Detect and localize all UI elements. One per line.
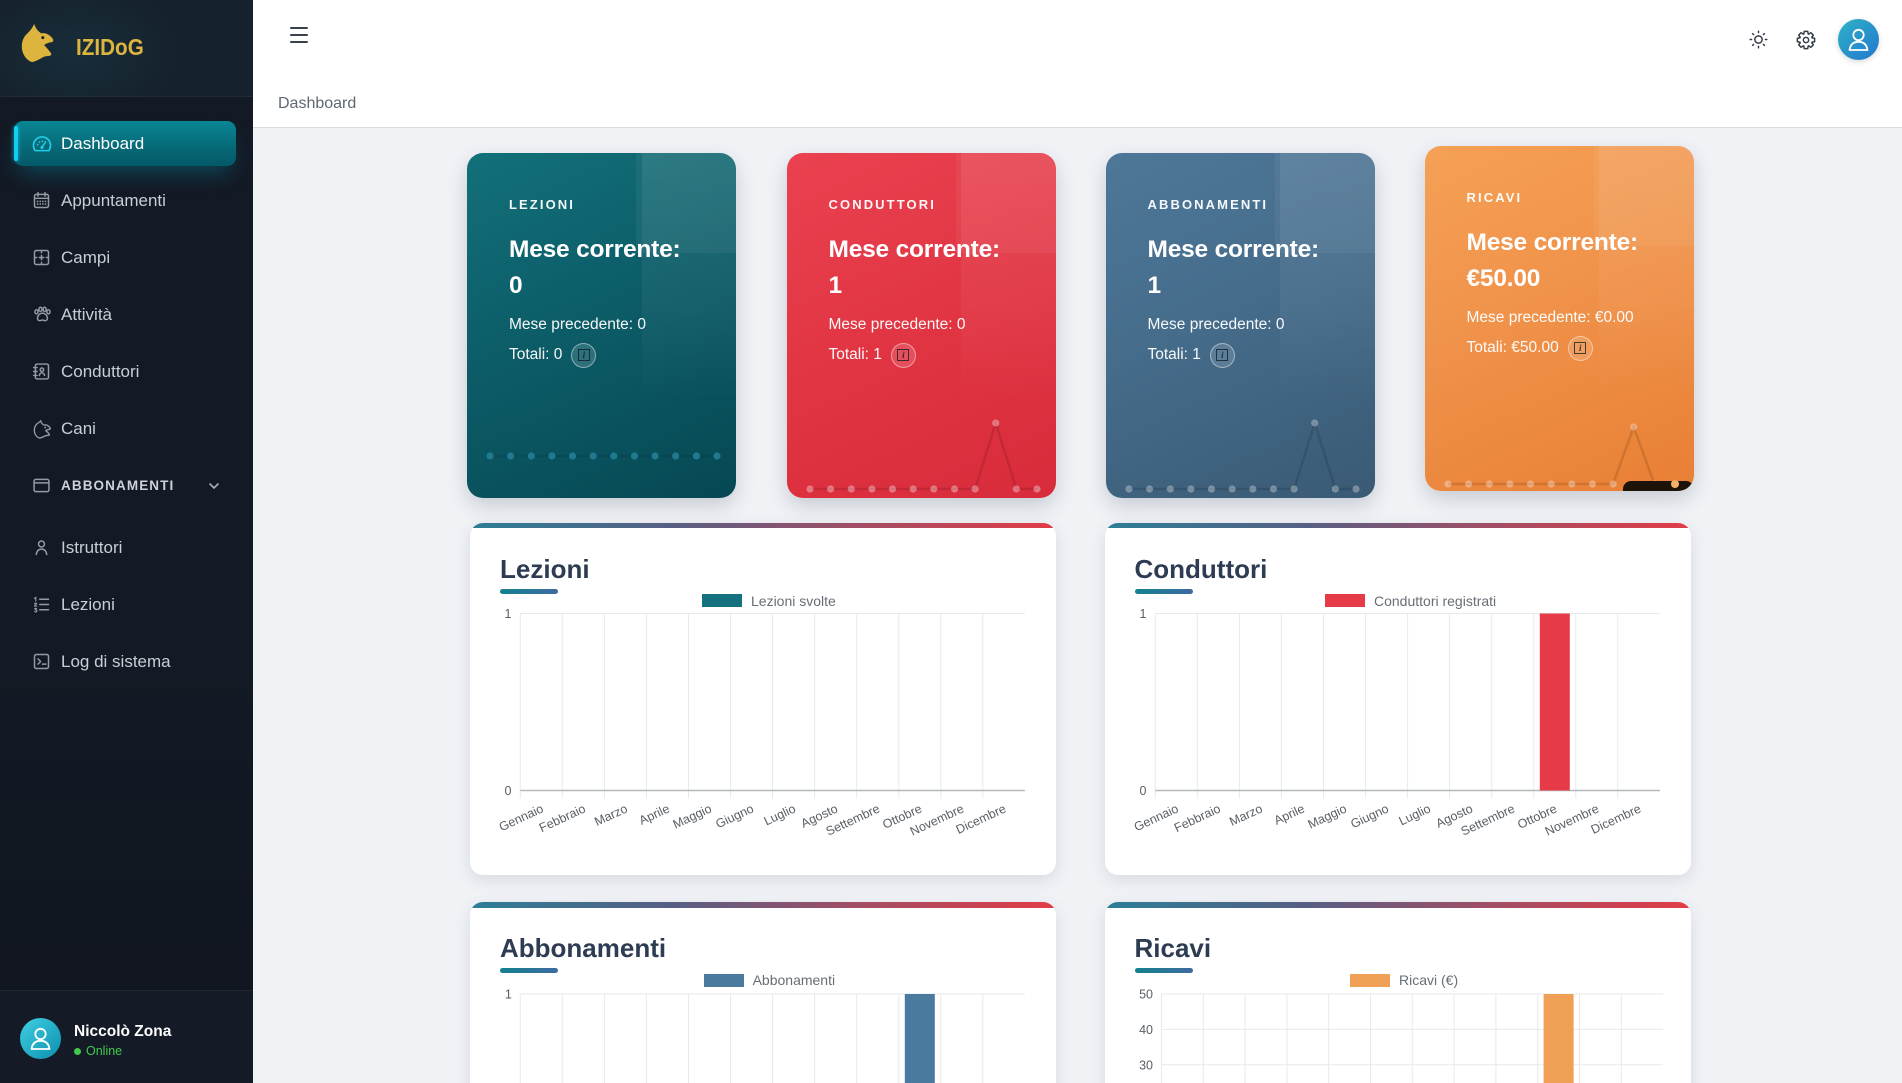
svg-text:1: 1 xyxy=(505,607,512,621)
svg-text:Marzo: Marzo xyxy=(1227,801,1264,828)
svg-text:Marzo: Marzo xyxy=(592,801,629,828)
svg-text:Maggio: Maggio xyxy=(1305,801,1348,831)
svg-text:Febbraio: Febbraio xyxy=(537,801,588,835)
svg-text:Febbraio: Febbraio xyxy=(1172,801,1223,835)
svg-text:Maggio: Maggio xyxy=(671,801,714,831)
svg-text:0: 0 xyxy=(1139,784,1146,798)
svg-text:1: 1 xyxy=(505,988,512,1002)
svg-text:Luglio: Luglio xyxy=(762,801,798,828)
svg-text:Aprile: Aprile xyxy=(637,801,672,827)
svg-text:Luglio: Luglio xyxy=(1396,801,1432,828)
svg-text:Giugno: Giugno xyxy=(713,801,755,831)
svg-text:40: 40 xyxy=(1139,1023,1153,1037)
svg-text:Gennaio: Gennaio xyxy=(1131,801,1180,834)
svg-text:Aprile: Aprile xyxy=(1271,801,1306,827)
svg-text:Giugno: Giugno xyxy=(1348,801,1390,831)
svg-text:0: 0 xyxy=(505,784,512,798)
svg-text:1: 1 xyxy=(1139,607,1146,621)
svg-text:50: 50 xyxy=(1139,988,1153,1002)
svg-text:30: 30 xyxy=(1139,1058,1153,1072)
svg-text:Gennaio: Gennaio xyxy=(497,801,546,834)
